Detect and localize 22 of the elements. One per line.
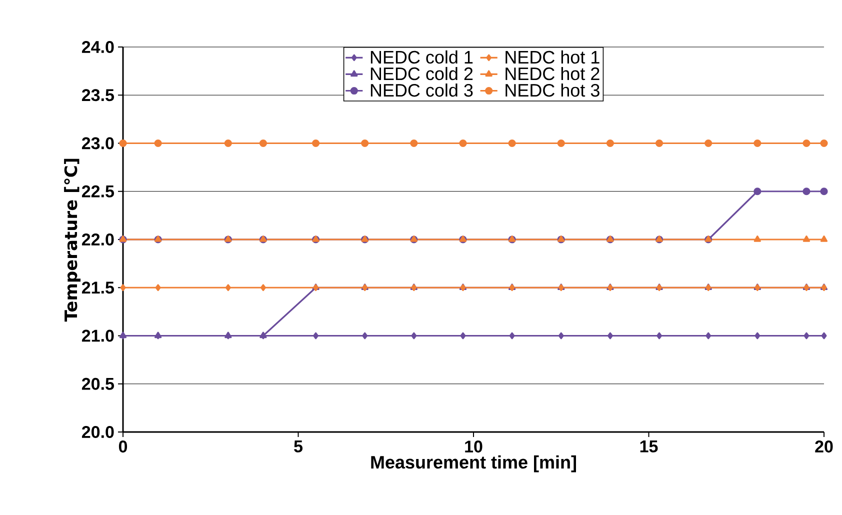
y-tick-label: 21.0	[82, 330, 114, 342]
y-tick-label: 20.0	[82, 426, 114, 438]
x-tick-label: 20	[815, 440, 833, 453]
y-tick-label: 22.0	[82, 233, 114, 246]
legend-label: NEDC hot 2	[506, 66, 600, 80]
y-tick-label: 20.5	[82, 378, 114, 390]
y-tick-label: 24.0	[82, 40, 114, 54]
x-tick-label: 5	[294, 440, 303, 452]
y-tick-label: 23.5	[82, 89, 114, 102]
x-tick-label: 10	[465, 440, 482, 453]
y-tick-label: 22.5	[82, 185, 114, 198]
y-tick-label: 21.5	[82, 282, 114, 294]
legend-label: NEDC cold 1	[370, 50, 473, 64]
legend-label: NEDC hot 1	[506, 50, 600, 64]
y-tick-label: 23.0	[82, 137, 114, 150]
legend-label: NEDC cold 2	[370, 66, 473, 80]
y-axis-title: Temperature [℃]	[64, 158, 81, 322]
legend-label: NEDC cold 3	[370, 83, 473, 97]
legend-label: NEDC hot 3	[506, 83, 600, 97]
x-tick-label: 0	[118, 440, 128, 453]
x-axis-title: Measurement time [min]	[371, 455, 576, 472]
x-tick-label: 15	[640, 440, 658, 452]
